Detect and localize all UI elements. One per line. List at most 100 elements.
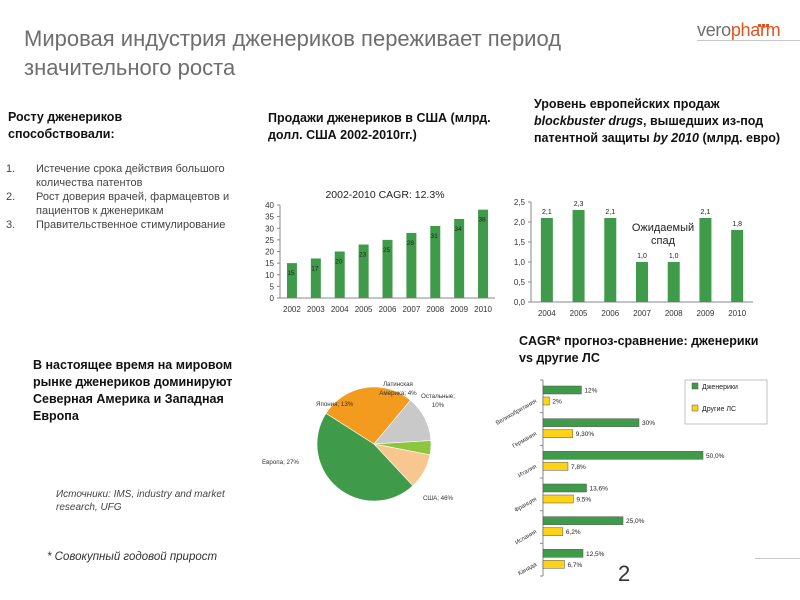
- drivers-list: 1. Истечение срока действия большого коли…: [6, 162, 261, 232]
- bar: [542, 483, 587, 493]
- bar: [382, 239, 393, 298]
- bar: [542, 451, 704, 460]
- y-tick-label: 0,5: [514, 278, 526, 287]
- bar-value-label: 2,3: [574, 201, 584, 208]
- bar-value-label: 23: [359, 252, 367, 259]
- category-label: Италия: [517, 464, 538, 479]
- category-label: Канада: [517, 562, 538, 578]
- y-tick-label: 0,0: [514, 298, 526, 307]
- bar: [310, 258, 321, 298]
- category-label: Испания: [514, 529, 538, 546]
- x-tick-label: 2008: [426, 305, 444, 314]
- slice-label: США; 46%: [423, 495, 454, 502]
- pie-slice: [373, 443, 431, 487]
- category-label: Германия: [512, 431, 538, 450]
- us-sales-heading: Продажи дженериков в США (млрд. долл. СШ…: [268, 111, 491, 142]
- cagr-comparison-chart: 12% 2% Великобритания 30% 9,30% Германия 50,0%…: [495, 379, 768, 578]
- x-tick-label: 2006: [379, 305, 397, 314]
- slice-label: Европа; 27%: [262, 459, 299, 466]
- x-tick-label: 2010: [728, 309, 746, 318]
- legend-swatch: [691, 404, 699, 412]
- bar: [542, 418, 640, 427]
- logo-dots-icon: [758, 14, 770, 32]
- legend-label: Другие ЛС: [702, 406, 736, 413]
- chart-annotation: Ожидаемый: [632, 222, 694, 234]
- x-tick-label: 2002: [283, 305, 301, 314]
- bar: [542, 462, 569, 471]
- bar-value-label: 12%: [584, 388, 597, 395]
- y-tick-label: 35: [265, 213, 274, 222]
- legend-box: [684, 379, 768, 425]
- bar-value-label: 2,1: [605, 209, 615, 216]
- bar: [542, 385, 582, 395]
- bar: [542, 396, 550, 406]
- pie-slice: [316, 412, 414, 502]
- bar-value-label: 38: [478, 217, 486, 224]
- x-tick-label: 2003: [307, 305, 325, 314]
- bar: [334, 251, 345, 298]
- bar-value-label: 7,8%: [571, 464, 586, 471]
- list-item: 3. Правительственное стимулирование: [6, 219, 226, 231]
- x-tick-label: 2007: [402, 305, 420, 314]
- bar-value-label: 1,0: [637, 253, 647, 260]
- bar-value-label: 31: [431, 233, 439, 240]
- bar-value-label: 25,0%: [626, 518, 645, 525]
- y-tick-label: 20: [265, 248, 274, 257]
- bar-value-label: 34: [455, 226, 463, 233]
- bar: [542, 527, 564, 536]
- bar: [478, 209, 489, 298]
- cagr-heading: CAGR* прогноз-сравнение: дженерики vs др…: [519, 334, 759, 365]
- bar-value-label: 9,30%: [576, 431, 595, 438]
- bar-value-label: 6,7%: [567, 562, 582, 569]
- bar-value-label: 9,5%: [576, 497, 591, 504]
- bar-value-label: 1,0: [669, 253, 679, 260]
- bar-value-label: 50,0%: [706, 453, 725, 460]
- bar-value-label: 13,6%: [590, 486, 609, 493]
- legend-swatch: [691, 382, 699, 390]
- bar: [542, 429, 574, 438]
- bar-value-label: 28: [407, 240, 415, 247]
- x-tick-label: 2010: [474, 305, 492, 314]
- slice-label: Латинская: [383, 381, 413, 388]
- bar: [542, 494, 574, 504]
- bar: [542, 560, 565, 569]
- footnote: * Совокупный годовой прирост: [47, 551, 218, 563]
- bar-value-label: 17: [311, 265, 319, 272]
- bar-value-label: 6,2%: [566, 529, 581, 536]
- y-tick-label: 15: [265, 259, 274, 268]
- list-item: 1. Истечение срока действия большого коли…: [6, 163, 225, 189]
- x-tick-label: 2009: [450, 305, 468, 314]
- logo-text-vero: vero: [697, 20, 731, 40]
- bar-value-label: 30%: [642, 420, 655, 427]
- slice-label: 10%: [432, 402, 445, 409]
- y-tick-label: 2,5: [514, 198, 526, 207]
- slice-label: Япония; 13%: [316, 401, 354, 408]
- bar-value-label: 2,1: [701, 209, 711, 216]
- slice-label: Остальные;: [421, 393, 455, 400]
- bar: [731, 230, 744, 302]
- bar-value-label: 2%: [552, 399, 562, 406]
- y-tick-label: 1,0: [514, 258, 526, 267]
- us-sales-chart: 2002-2010 CAGR: 12.3% 0 5 10 15 20 25 30 35 40 15 2…: [265, 189, 495, 314]
- bar: [430, 225, 441, 298]
- eu-sales-chart: 0,0 0,5 1,0 1,5 2,0 2,5 2,1 2004 2,3 2005 2,1 2006 1…: [514, 198, 753, 318]
- list-item: 2. Рост доверия врачей, фармацевтов и пац…: [6, 191, 230, 217]
- slice-label: Америка; 4%: [379, 390, 417, 397]
- legend-label: Дженерики: [702, 384, 738, 391]
- bar-value-label: 12,5%: [586, 551, 605, 558]
- bottom-divider: [755, 558, 800, 559]
- bar: [542, 549, 584, 558]
- chart-annotation: спад: [651, 235, 676, 247]
- bar-value-label: 15: [287, 270, 295, 277]
- bar: [572, 210, 585, 302]
- bar: [406, 232, 417, 298]
- page-number: 2: [618, 561, 631, 586]
- x-tick-label: 2008: [665, 309, 683, 318]
- x-tick-label: 2007: [633, 309, 651, 318]
- world-market-heading: В настоящее время на мировом рынке джене…: [33, 358, 233, 423]
- bar: [542, 516, 624, 525]
- bar-value-label: 25: [383, 247, 391, 254]
- y-tick-label: 40: [265, 201, 274, 210]
- bar: [540, 218, 553, 302]
- bar: [454, 218, 465, 298]
